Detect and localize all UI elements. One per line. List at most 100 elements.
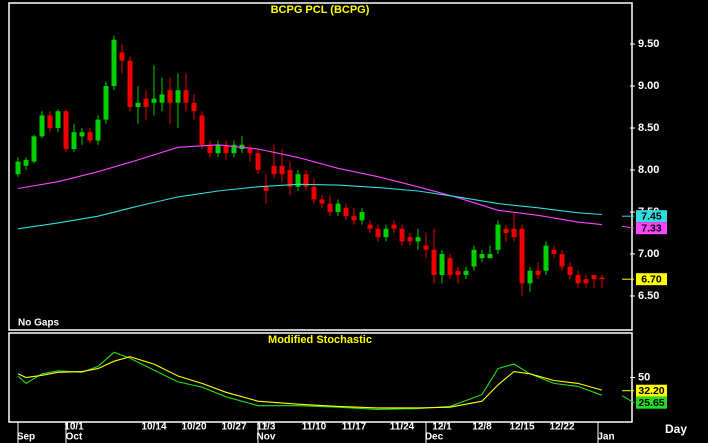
candle-body	[431, 249, 437, 275]
x-tick-label: 11/10	[302, 422, 327, 433]
candle-body	[303, 174, 309, 187]
y-tick-label: 9.50	[638, 38, 659, 50]
candle-body	[359, 211, 365, 221]
candle-body	[271, 165, 277, 175]
end-label-box	[636, 273, 667, 286]
candle-body	[503, 228, 509, 233]
candle-body	[87, 132, 93, 141]
candle-body	[183, 90, 189, 103]
candle-body	[207, 144, 213, 154]
candle-body	[127, 60, 133, 107]
end-label-box	[636, 222, 667, 235]
candle-body	[399, 228, 405, 242]
month-tick-label: Jan	[597, 432, 614, 443]
y-tick-label: 9.00	[638, 80, 659, 92]
candle-body	[575, 274, 581, 284]
candle-body	[103, 85, 109, 120]
end-label: 6.70	[641, 273, 662, 285]
candle-body	[407, 237, 413, 242]
candle-body	[391, 224, 397, 229]
candle-body	[543, 245, 549, 271]
candle-body	[559, 253, 565, 267]
month-tick-label: Dec	[425, 432, 444, 443]
end-label-box	[636, 384, 667, 397]
candle-body	[79, 132, 85, 137]
candle-body	[31, 136, 37, 162]
candle-body	[591, 274, 597, 280]
candle-body	[119, 52, 125, 61]
candle-body	[599, 277, 605, 280]
y-tick-label: 6.50	[638, 290, 659, 302]
x-tick-label: 10/20	[181, 422, 206, 433]
x-tick-label: 10/27	[221, 422, 246, 433]
candle-body	[567, 266, 573, 275]
candle-body	[279, 165, 285, 175]
month-tick-label: Oct	[66, 432, 83, 443]
y-tick-label: 7.00	[638, 248, 659, 260]
candle-body	[327, 203, 333, 212]
candle-body	[527, 270, 533, 284]
x-axis-label: Day	[665, 422, 687, 436]
end-label: 25.65	[638, 397, 664, 409]
candle-body	[375, 228, 381, 238]
candle-body	[367, 224, 373, 229]
y-tick-label: 8.50	[638, 122, 659, 134]
candle-body	[471, 249, 477, 267]
x-tick-label: 11/24	[390, 422, 415, 433]
x-tick-label: 10/14	[141, 422, 166, 433]
candle-body	[23, 159, 29, 166]
candle-body	[447, 258, 453, 275]
month-tick-label: Sep	[17, 432, 35, 443]
line-series	[17, 356, 603, 409]
candle-body	[223, 144, 229, 154]
note: No Gaps	[18, 318, 60, 329]
x-tick-label: 11/17	[342, 422, 367, 433]
candle-body	[135, 102, 141, 107]
end-label-box	[636, 396, 667, 409]
candle-body	[215, 144, 221, 154]
price-panel-frame	[8, 2, 633, 331]
candle-body	[159, 94, 165, 103]
candle-body	[439, 253, 445, 275]
month-tick-label: Nov	[257, 432, 276, 443]
y-tick-label: 50	[638, 371, 650, 383]
candle-body	[263, 186, 269, 191]
candle-body	[311, 186, 317, 200]
candle-body	[415, 237, 421, 242]
candle-body	[511, 228, 517, 238]
candle-body	[535, 270, 541, 275]
end-label-box	[636, 210, 667, 223]
end-arrow	[621, 225, 635, 229]
candle-body	[255, 153, 261, 170]
candle-body	[231, 144, 237, 154]
end-arrow	[621, 395, 635, 404]
x-tick-label: 12/8	[472, 422, 492, 433]
candle-body	[295, 174, 301, 187]
candle-body	[39, 115, 45, 137]
line-series	[17, 183, 603, 230]
candle-body	[175, 90, 181, 103]
candle-body	[287, 169, 293, 187]
candle-body	[335, 203, 341, 212]
candle-body	[167, 90, 173, 103]
x-tick-label: 12/1	[432, 422, 452, 433]
y-tick-label: 8.00	[638, 164, 659, 176]
candle-body	[423, 245, 429, 250]
candle-body	[63, 111, 69, 149]
panel-title: Modified Stochastic	[268, 334, 372, 346]
x-tick-label: 12/22	[549, 422, 574, 433]
candle-body	[247, 148, 253, 154]
end-label: 7.45	[641, 210, 662, 222]
candle-body	[479, 253, 485, 259]
chart-title: BCPG PCL (BCPG)	[271, 4, 370, 16]
end-label: 7.33	[641, 222, 662, 234]
x-tick-label: 12/15	[509, 422, 534, 433]
end-label: 32.20	[638, 385, 664, 397]
candle-body	[343, 207, 349, 217]
candle-body	[47, 115, 53, 128]
candle-body	[583, 279, 589, 284]
candle-body	[495, 224, 501, 250]
candle-body	[519, 228, 525, 284]
candle-body	[55, 111, 61, 128]
